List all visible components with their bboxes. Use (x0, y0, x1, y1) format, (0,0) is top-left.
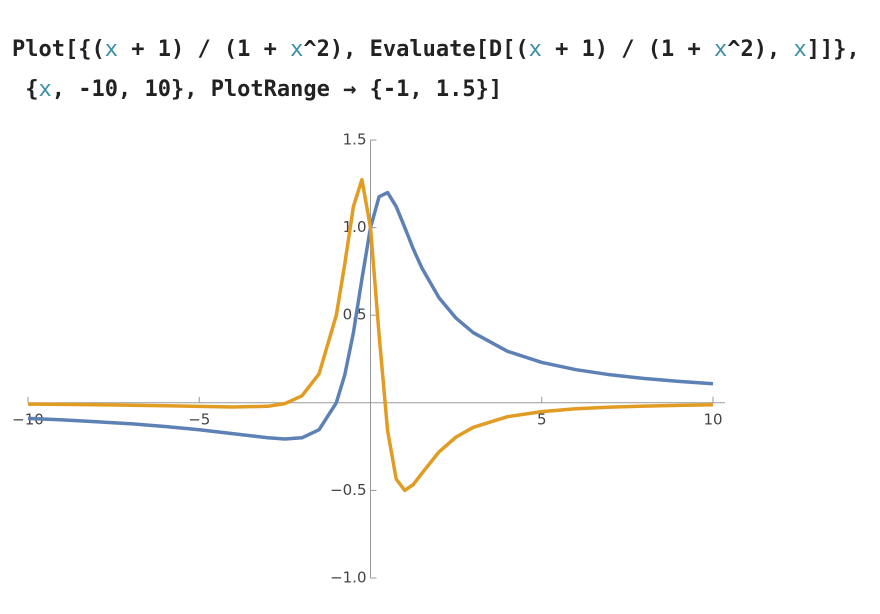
x-tick-label: 5 (537, 410, 547, 428)
code-text: + 1) / (1 + (541, 37, 715, 62)
code-text: Plot[{( (12, 37, 105, 62)
y-tick-label: −0.5 (330, 481, 366, 499)
code-text: { (12, 77, 39, 102)
code-variable: x (793, 37, 807, 62)
code-variable: x (528, 37, 542, 62)
y-tick-label: −1.0 (330, 569, 366, 587)
code-text: , -10, 10}, PlotRange → {-1, 1.5}] (51, 77, 503, 102)
code-text: ]]}, (806, 37, 860, 62)
code-variable: x (38, 77, 52, 102)
code-input: Plot[{(x + 1) / (1 + x^2), Evaluate[D[(x… (12, 30, 860, 110)
code-text: ^2), Evaluate[D[( (303, 37, 529, 62)
code-line: Plot[{(x + 1) / (1 + x^2), Evaluate[D[(x… (12, 30, 860, 70)
line-series (27, 177, 714, 493)
code-variable: x (290, 37, 304, 62)
code-text: ^2), (727, 37, 794, 62)
code-text: + 1) / (1 + (117, 37, 291, 62)
code-variable: x (104, 37, 118, 62)
y-tick-label: 1.0 (343, 218, 367, 236)
line-series (27, 190, 714, 441)
code-line: {x, -10, 10}, PlotRange → {-1, 1.5}] (12, 70, 860, 110)
x-tick-label: 10 (703, 410, 722, 428)
y-tick-label: 1.5 (343, 131, 367, 149)
x-tick-label: −5 (188, 410, 210, 428)
code-variable: x (714, 37, 728, 62)
